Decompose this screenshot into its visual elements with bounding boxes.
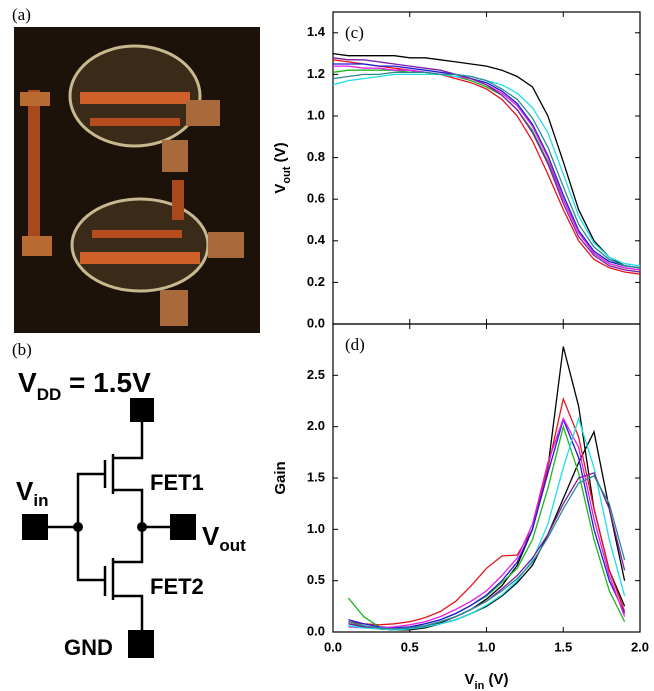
data-line [333, 63, 641, 269]
data-line [348, 416, 626, 629]
y-tick-label: 0.4 [307, 232, 326, 247]
vout-label: Vout [202, 521, 246, 555]
panel-label: (d) [345, 335, 365, 354]
gnd-label: GND [64, 635, 113, 660]
data-line [332, 71, 641, 269]
y-tick-label: 0.0 [307, 315, 325, 330]
x-tick-label: 0.5 [401, 639, 419, 654]
x-tick-label: 1.5 [554, 639, 572, 654]
y-axis-label: Gain [272, 461, 289, 494]
y-tick-label: 1.2 [307, 66, 325, 81]
y-tick-label: 1.5 [307, 469, 325, 484]
y-tick-label: 0.6 [307, 191, 325, 206]
y-tick-label: 1.0 [307, 521, 325, 536]
data-line [348, 346, 626, 631]
data-line [348, 475, 626, 630]
data-line [348, 416, 626, 631]
y-tick-label: 0.8 [307, 149, 325, 164]
x-tick-label: 2.0 [631, 639, 649, 654]
y-tick-label: 1.4 [307, 24, 326, 39]
panel-label: (c) [345, 23, 364, 42]
y-tick-label: 2.0 [307, 418, 325, 433]
y-axis-label: Vout (V) [272, 142, 293, 193]
y-tick-label: 1.0 [307, 107, 325, 122]
panel-label: (a) [12, 5, 31, 24]
vin-label: Vin [16, 476, 48, 510]
x-axis-label-part: in [475, 680, 485, 691]
data-line [348, 417, 626, 629]
data-line [332, 52, 641, 269]
data-line [332, 57, 641, 273]
y-axis-label-part: out [281, 166, 293, 183]
x-axis-label-part: (V) [484, 671, 508, 688]
y-tick-label: 0.2 [307, 274, 325, 289]
data-line [332, 59, 641, 275]
micrograph [14, 27, 260, 333]
data-line [348, 396, 626, 626]
x-tick-label: 1.0 [477, 639, 495, 654]
x-tick-label: 0.0 [324, 639, 342, 654]
y-tick-label: 0.5 [307, 572, 325, 587]
x-axis-label: Vin (V) [465, 671, 509, 691]
panel-label: (b) [12, 340, 32, 359]
circuit [22, 398, 196, 658]
fet2-label: FET2 [150, 574, 204, 599]
y-tick-label: 2.5 [307, 367, 325, 382]
y-axis-label-part: V [272, 184, 289, 194]
plot-frame [332, 323, 641, 633]
y-axis-label-part: (V) [272, 142, 289, 166]
vdd-label: VDD = 1.5V [18, 367, 151, 404]
data-line [332, 73, 641, 267]
fet1-label: FET1 [150, 470, 204, 495]
x-axis-label-part: V [465, 671, 475, 688]
data-line [348, 429, 626, 631]
y-tick-label: 0.0 [307, 623, 325, 638]
plot-frame [332, 11, 641, 325]
